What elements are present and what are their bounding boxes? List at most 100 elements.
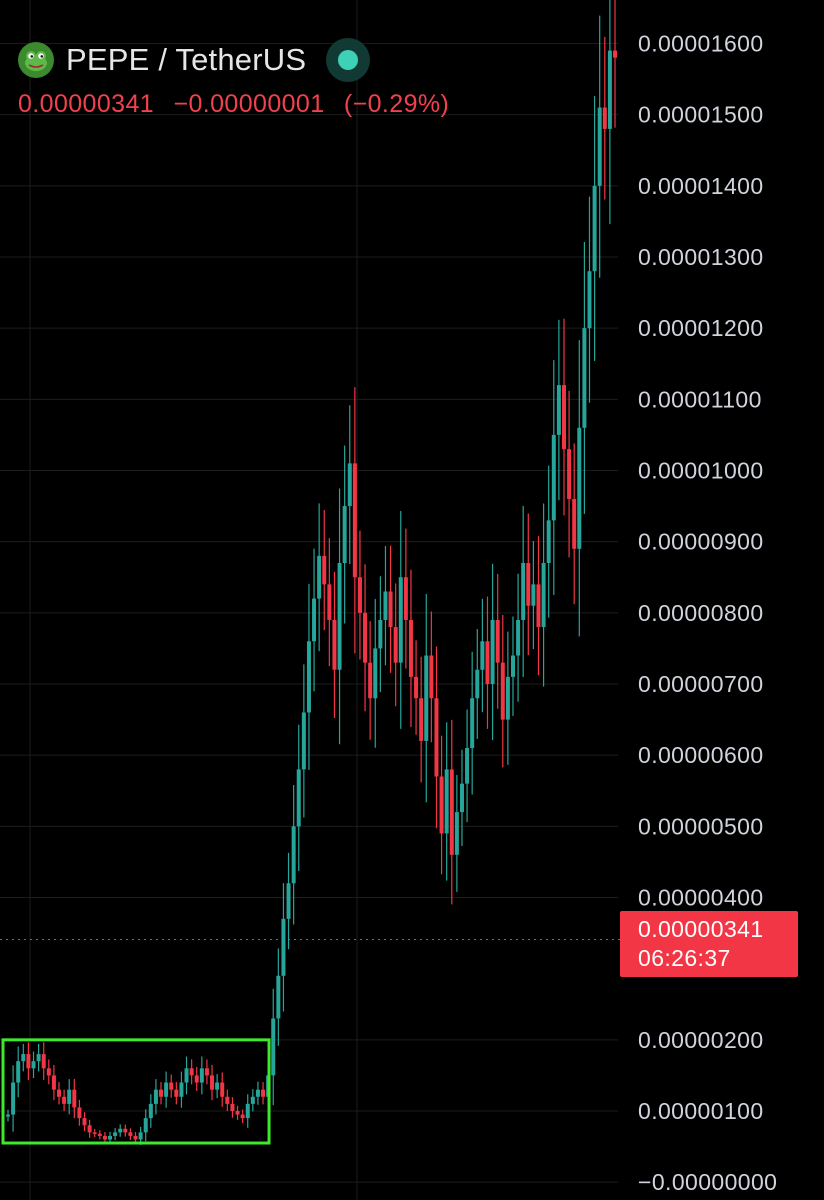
- current-price-value: 0.00000341: [638, 916, 764, 942]
- y-tick-label: 0.00000200: [638, 1027, 764, 1053]
- candle-body: [378, 619, 383, 649]
- y-tick-label: 0.00000100: [638, 1098, 764, 1124]
- candle-body: [505, 676, 510, 720]
- candle-body: [261, 1089, 266, 1097]
- candle-body: [342, 506, 347, 564]
- candle-body: [199, 1068, 204, 1083]
- candle-body: [352, 463, 357, 578]
- candle-body: [556, 385, 561, 435]
- candle-body: [51, 1075, 56, 1090]
- candle-body: [97, 1133, 102, 1136]
- candle-body: [393, 627, 398, 663]
- candle-body: [592, 185, 597, 272]
- candle-body: [46, 1068, 51, 1076]
- price-axis[interactable]: 0.00001600 0.00001500 0.00001400 0.00001300…: [638, 30, 777, 1195]
- candle-body: [322, 555, 327, 585]
- price-change: −0.00000001: [173, 90, 325, 118]
- candle-body: [204, 1068, 209, 1076]
- candle-body: [373, 648, 378, 699]
- candle-body: [16, 1061, 21, 1083]
- candle-body: [306, 641, 311, 713]
- candle-body: [408, 619, 413, 677]
- candle-body: [449, 769, 454, 855]
- candle-body: [276, 975, 281, 1019]
- y-tick-label: 0.00001100: [638, 386, 762, 412]
- current-price-tag: 0.00000341 06:26:37: [620, 911, 798, 977]
- candle-body: [235, 1111, 240, 1115]
- chart-header: PEPE / TetherUS 0.00000341 −0.00000001 (…: [18, 38, 449, 119]
- candle-body: [230, 1103, 235, 1112]
- y-tick-label: 0.00000800: [638, 600, 764, 626]
- candle-body: [531, 584, 536, 606]
- candle-body: [541, 563, 546, 628]
- candle-body: [459, 783, 464, 813]
- candle-body: [210, 1075, 215, 1090]
- candle-body: [77, 1107, 82, 1119]
- candle-body: [194, 1075, 199, 1083]
- candle-body: [123, 1128, 128, 1133]
- candle-body: [516, 619, 521, 656]
- price-change-percent: (−0.29%): [343, 90, 450, 118]
- candle-body: [536, 584, 541, 628]
- candle-body: [72, 1089, 77, 1108]
- pepe-frog-icon[interactable]: [18, 42, 54, 78]
- candle-body: [414, 676, 419, 699]
- candle-body: [475, 669, 480, 699]
- candle-body: [87, 1125, 92, 1133]
- candle-body: [286, 883, 291, 919]
- candle-body: [567, 449, 572, 499]
- y-tick-label: 0.00000400: [638, 885, 764, 911]
- consolidation-highlight-box: [1, 1038, 271, 1145]
- market-open-dot-icon: [326, 38, 371, 82]
- candle-body: [102, 1135, 107, 1140]
- candle-body: [500, 662, 505, 720]
- candle-body: [179, 1082, 184, 1097]
- candle-body: [495, 619, 500, 663]
- candle-body: [597, 107, 602, 186]
- candle-body: [255, 1089, 260, 1097]
- candle-body: [41, 1054, 46, 1069]
- candle-body: [271, 1018, 276, 1076]
- y-tick-label: −0.00000000: [638, 1169, 777, 1195]
- candle-body: [439, 776, 444, 834]
- candle-body: [6, 1114, 10, 1117]
- y-tick-label: 0.00001400: [638, 173, 764, 199]
- candle-body: [388, 591, 393, 628]
- candle-body: [92, 1132, 97, 1134]
- candle-body: [561, 385, 566, 450]
- candle-body: [36, 1054, 41, 1062]
- candle-body: [363, 612, 368, 663]
- candle-body: [398, 577, 403, 663]
- candle-body: [470, 698, 475, 749]
- candle-body: [128, 1132, 133, 1136]
- candle-body: [403, 577, 408, 620]
- candle-body: [148, 1103, 153, 1119]
- candle-body: [613, 50, 617, 58]
- candle-body: [82, 1118, 87, 1126]
- candle-body: [245, 1103, 250, 1119]
- quote-row: 0.00000341 −0.00000001 (−0.29%): [18, 90, 449, 119]
- candle-body: [62, 1096, 67, 1104]
- candle-body: [296, 769, 301, 827]
- candle-body: [510, 655, 515, 677]
- candle-body: [169, 1082, 174, 1090]
- candle-body: [67, 1089, 72, 1104]
- candle-body: [582, 328, 587, 428]
- chart-grid: [0, 0, 618, 1200]
- candle-body: [301, 712, 306, 770]
- candle-body: [291, 826, 296, 884]
- candle-body: [11, 1082, 16, 1115]
- y-tick-label: 0.00000600: [638, 742, 764, 768]
- symbol-title[interactable]: PEPE / TetherUS: [66, 42, 307, 77]
- candle-body: [526, 563, 531, 606]
- candle-body: [368, 662, 373, 699]
- candle-body: [57, 1089, 62, 1097]
- candle-body: [184, 1068, 189, 1083]
- y-tick-label: 0.00000500: [638, 813, 764, 839]
- candle-body: [480, 641, 485, 670]
- candle-body: [312, 598, 317, 642]
- candle-body: [337, 563, 342, 670]
- bar-countdown: 06:26:37: [638, 945, 731, 971]
- candle-body: [174, 1089, 179, 1097]
